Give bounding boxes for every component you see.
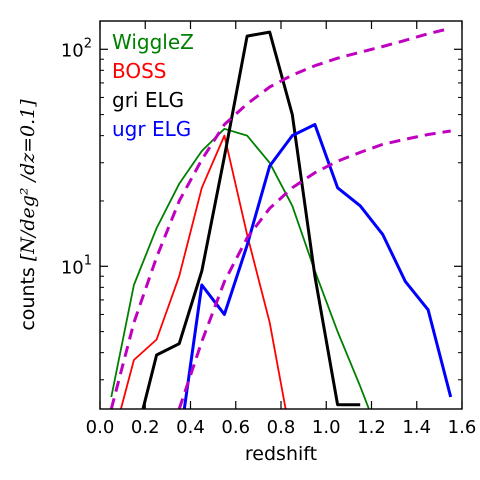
x-tick-label: 1.0 bbox=[312, 417, 341, 438]
plot-background bbox=[100, 21, 462, 409]
y-axis-label-math: [N/deg² /dz=0.1] bbox=[17, 99, 39, 261]
y-tick-exponent: 2 bbox=[84, 36, 92, 51]
legend: WiggleZ BOSS gri ELG ugr ELG bbox=[112, 30, 194, 141]
x-tick-label: 1.6 bbox=[448, 417, 477, 438]
legend-entry-boss: BOSS bbox=[112, 59, 167, 83]
y-tick-label: 101 bbox=[61, 253, 92, 278]
x-tick-label: 0.4 bbox=[176, 417, 205, 438]
model-curve-5 bbox=[177, 129, 451, 409]
y-tick-base: 10 bbox=[61, 257, 84, 278]
x-tick-label: 0.8 bbox=[267, 417, 296, 438]
label-layer: redshift counts [N/deg² /dz=0.1] bbox=[17, 99, 317, 465]
series-layer bbox=[109, 26, 453, 409]
x-tick-label: 1.2 bbox=[357, 417, 386, 438]
legend-entry-wigglez: WiggleZ bbox=[112, 30, 194, 54]
x-tick-label: 0.0 bbox=[86, 417, 115, 438]
y-tick-label: 102 bbox=[61, 36, 92, 61]
x-tick-label: 0.2 bbox=[131, 417, 160, 438]
model-curve-4 bbox=[109, 26, 452, 409]
series-line-boss bbox=[119, 134, 287, 409]
legend-entry-gri-elg: gri ELG bbox=[112, 88, 184, 112]
y-tick-base: 10 bbox=[61, 40, 84, 61]
x-tick-label: 1.4 bbox=[402, 417, 431, 438]
y-axis-label: counts [N/deg² /dz=0.1] bbox=[17, 99, 39, 331]
series-line-ugr-elg bbox=[182, 123, 453, 409]
x-axis-label: redshift bbox=[245, 443, 317, 465]
series-line-gri-elg bbox=[141, 30, 361, 409]
y-axis-label-text: counts bbox=[17, 261, 39, 331]
x-tick-label: 0.6 bbox=[221, 417, 250, 438]
y-tick-exponent: 1 bbox=[84, 253, 92, 268]
legend-entry-ugr-elg: ugr ELG bbox=[112, 117, 191, 141]
series-line-wigglez bbox=[110, 127, 370, 409]
